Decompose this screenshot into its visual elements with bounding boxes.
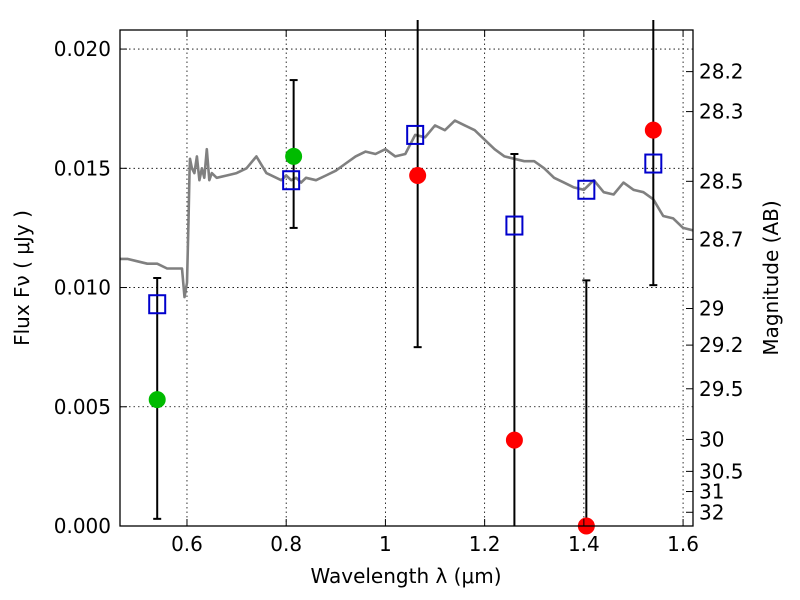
flux-point: [644, 121, 662, 139]
x-tick-label: 0.6: [171, 532, 203, 556]
x-axis-label: Wavelength λ (μm): [310, 564, 501, 588]
flux-point: [409, 166, 427, 184]
plot-area: [120, 119, 693, 299]
mag-tick-label: 29: [699, 297, 724, 321]
flux-point: [285, 147, 303, 165]
sed-spectrum-line: [120, 119, 693, 299]
axis-ticks: 0.6 0.8 1 1.2 1.4 1.6 0.000 0.005 0.010 0.015 0.02…: [54, 30, 744, 556]
y-tick-label: 0.015: [54, 156, 111, 180]
x-tick-label: 1.2: [469, 532, 501, 556]
y-tick-label: 0.000: [54, 514, 111, 538]
y-axis-label: Flux Fν ( μJy ): [10, 210, 34, 346]
mag-tick-label: 28.7: [699, 227, 744, 251]
model-flux-square: [406, 124, 425, 145]
mag-tick-label: 28.5: [699, 169, 744, 193]
mag-tick-label: 28.2: [699, 60, 744, 84]
plot-frame: [119, 29, 694, 527]
mag-tick-label: 32: [699, 500, 724, 524]
model-flux-square: [577, 179, 596, 200]
y-tick-label: 0.010: [54, 276, 111, 300]
model-flux-square: [644, 153, 663, 174]
model-flux-square: [505, 215, 524, 236]
x-tick-label: 1.4: [568, 532, 600, 556]
mag-tick-label: 28.3: [699, 100, 744, 124]
model-flux-square: [148, 294, 167, 315]
x-tick-label: 1.6: [667, 532, 699, 556]
x-tick-label: 1: [379, 532, 392, 556]
right-axis-label: Magnitude (AB): [759, 200, 783, 355]
flux-point: [148, 391, 166, 409]
mag-tick-label: 30.5: [699, 459, 744, 483]
y-tick-label: 0.020: [54, 37, 111, 61]
model-flux-square: [282, 170, 301, 191]
mag-tick-label: 31: [699, 480, 724, 504]
flux-point: [505, 431, 523, 449]
mag-tick-label: 29.2: [699, 333, 744, 357]
marker-layer: [148, 20, 663, 535]
x-tick-label: 0.8: [270, 532, 302, 556]
y-tick-label: 0.005: [54, 395, 111, 419]
mag-tick-label: 30: [699, 427, 724, 451]
mag-tick-label: 29.5: [699, 377, 744, 401]
